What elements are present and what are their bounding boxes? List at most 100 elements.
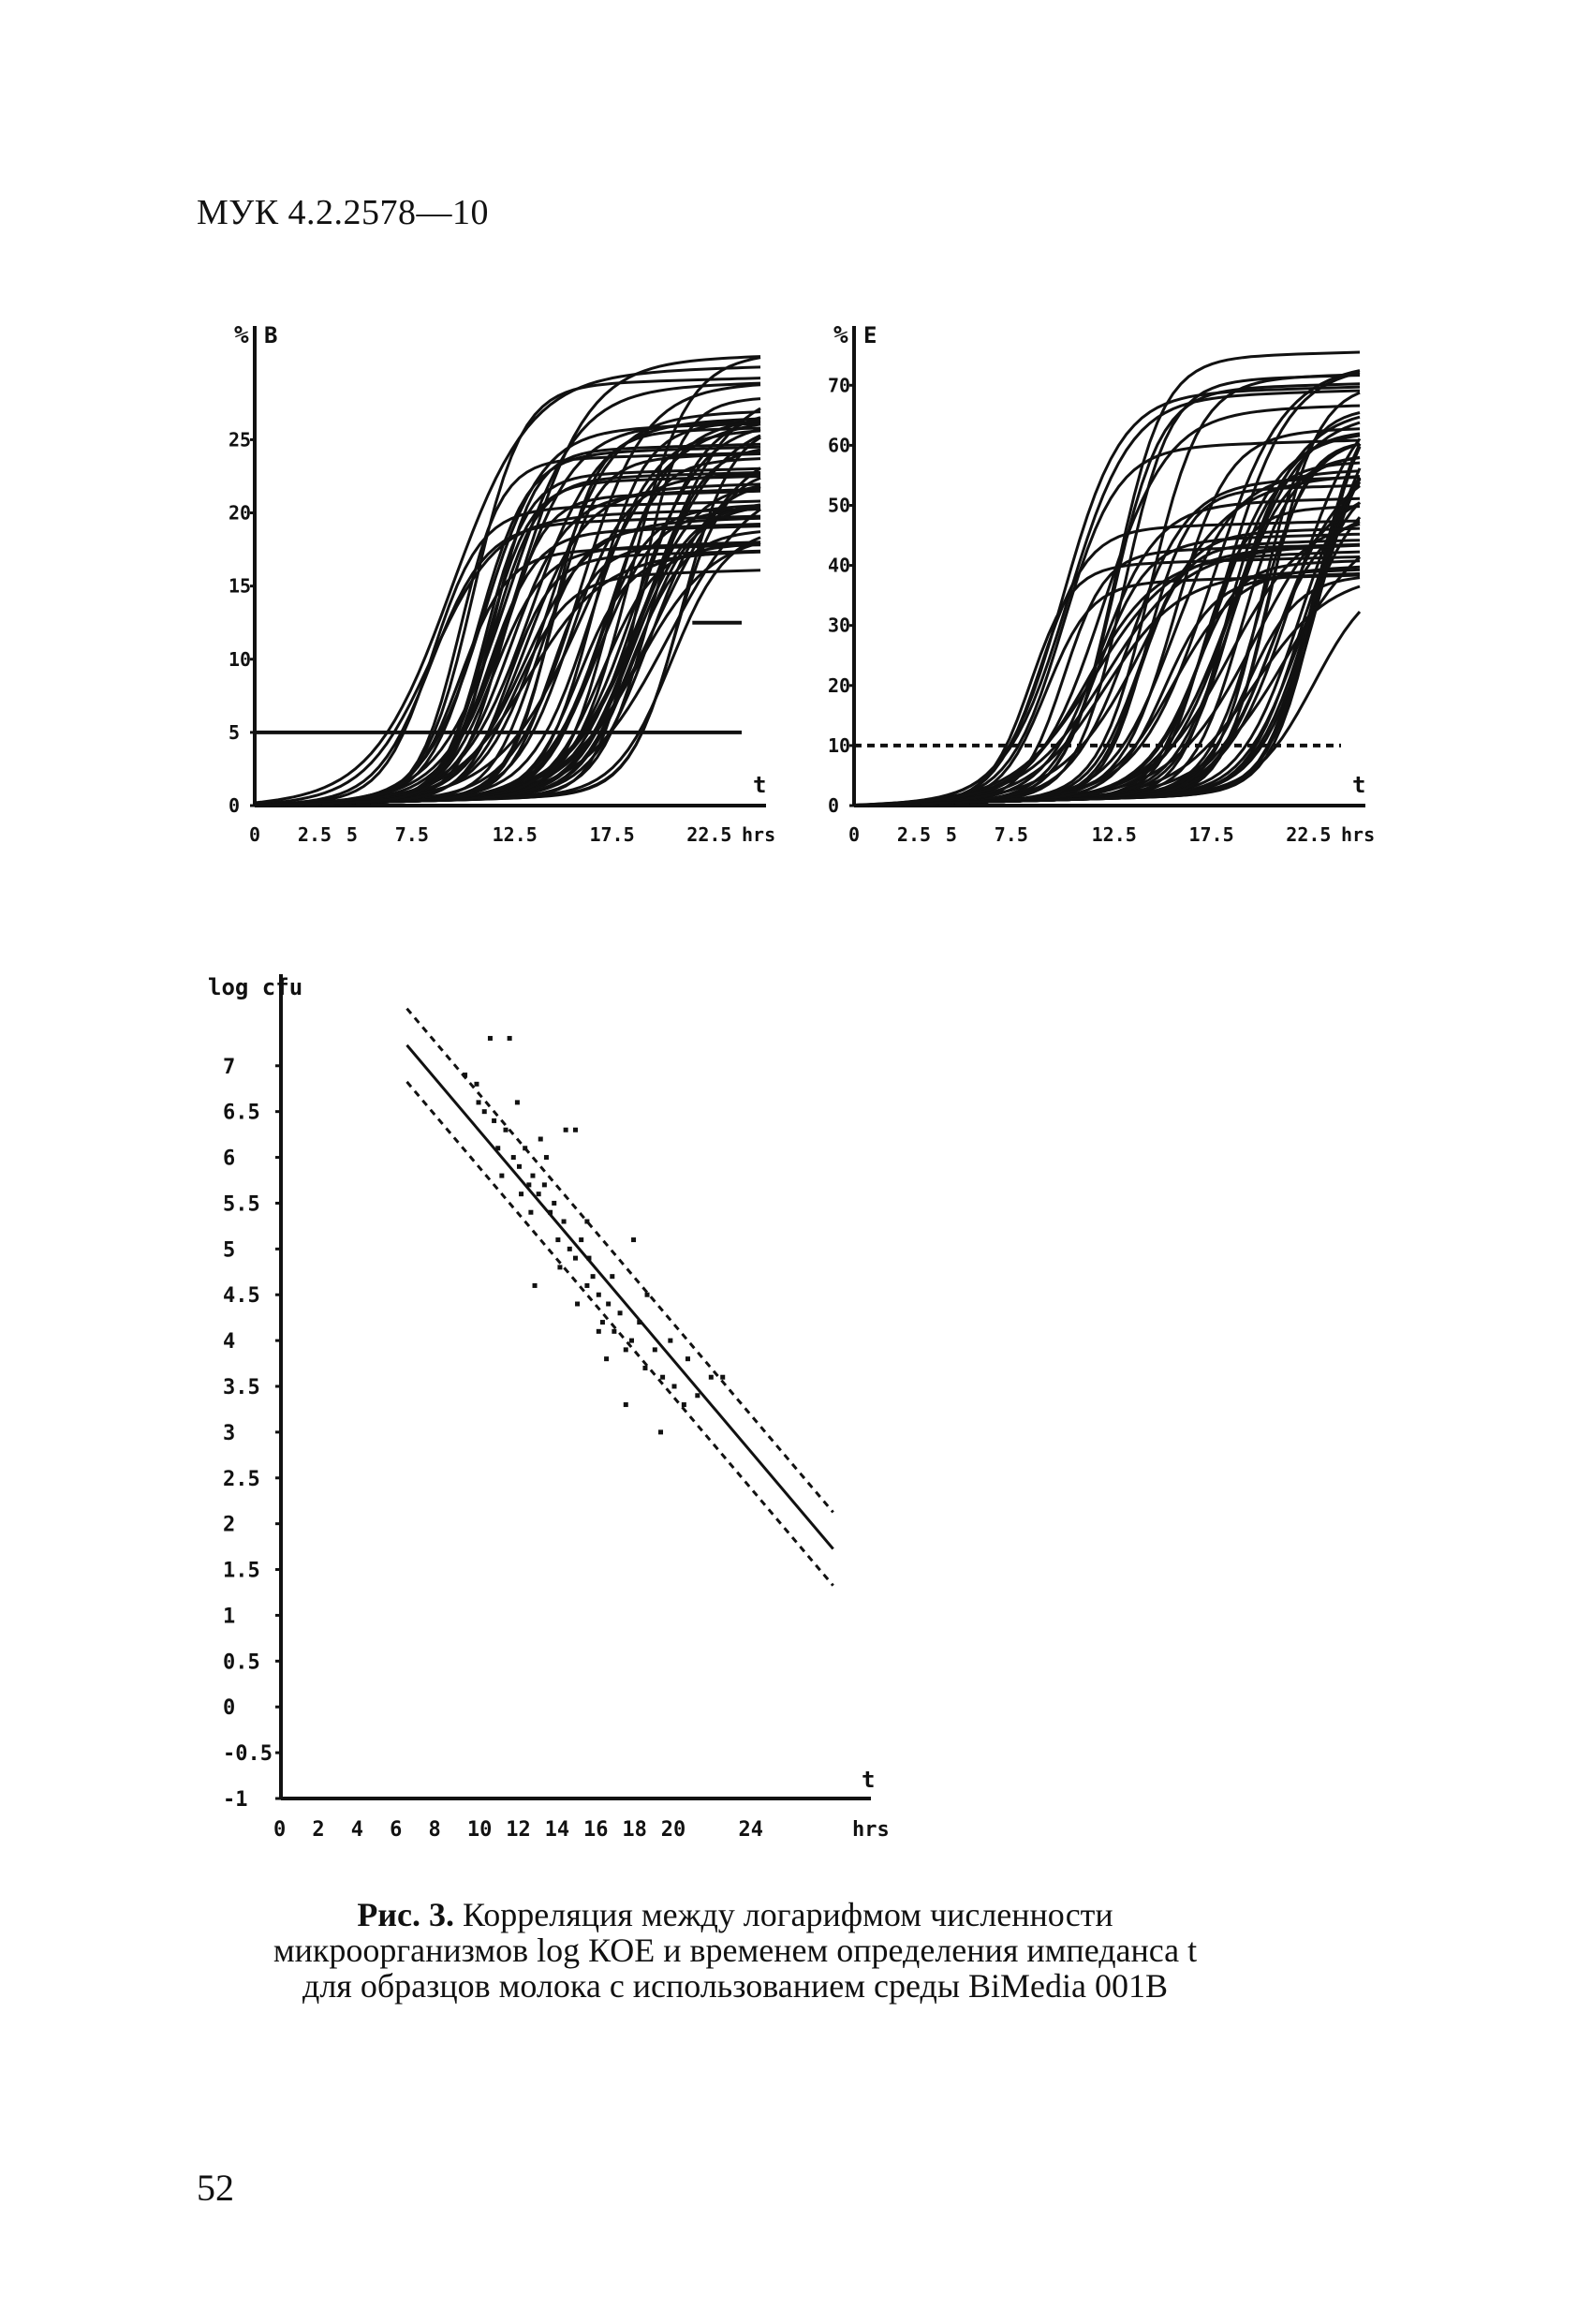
x-tick-label: 5: [946, 823, 957, 846]
scatter-point: [660, 1374, 666, 1380]
scatter-point: [495, 1146, 501, 1151]
x-tick-label: 12: [506, 1818, 531, 1842]
x-tick-label: 17.5: [589, 823, 634, 846]
scatter-point: [612, 1328, 617, 1334]
x-tick-label: 17.5: [1188, 823, 1233, 846]
y-axis-unit-label: %: [833, 321, 848, 349]
scatter-point: [599, 1320, 605, 1325]
x-tick-label: 7.5: [995, 823, 1028, 846]
scatter-point: [604, 1356, 610, 1362]
scatter-point: [628, 1338, 634, 1343]
x-tick-label: 0: [273, 1818, 286, 1842]
scatter-point: [487, 1035, 493, 1041]
scatter-point: [631, 1237, 637, 1243]
y-tick-label: 0: [828, 794, 839, 817]
scatter-point: [695, 1393, 700, 1399]
scatter-point: [536, 1192, 541, 1197]
scatter-point: [519, 1192, 524, 1197]
y-tick-label: 2: [223, 1514, 235, 1537]
scatter-point: [652, 1347, 657, 1353]
scatter-point: [499, 1173, 505, 1178]
scatter-point: [492, 1118, 497, 1123]
figure-caption: Рис. 3. Корреляция между логарифмом числ…: [187, 1897, 1283, 2004]
scatter-point: [541, 1182, 547, 1188]
x-tick-label: 2.5: [298, 823, 332, 846]
x-axis-unit-label: hrs: [742, 823, 775, 846]
scatter-point: [720, 1374, 726, 1380]
growth-curve: [853, 389, 1361, 807]
caption-line-1: Рис. 3. Корреляция между логарифмом числ…: [187, 1897, 1283, 1932]
y-tick-label: 1: [223, 1605, 235, 1628]
chart-panel-e: % Et hrs 0 2.5 5 7.5 12.5 17.5 22.5 0 10 20 30 40 50 60 7…: [828, 321, 1375, 846]
caption-line-3: для образцов молока с использованием сре…: [302, 1967, 1168, 2005]
scatter-point: [530, 1173, 536, 1178]
x-tick-label: 4: [351, 1818, 363, 1842]
x-axis-unit-label: hrs: [852, 1818, 890, 1842]
x-tick-label: 10: [467, 1818, 493, 1842]
scatter-point: [685, 1356, 690, 1362]
scatter-point: [516, 1163, 522, 1169]
y-tick-label: 5: [228, 721, 240, 744]
y-axis-label: log cfu: [208, 974, 302, 1000]
growth-curve: [254, 499, 761, 807]
scatter-point: [575, 1301, 581, 1307]
scatter-point: [668, 1338, 673, 1343]
scatter-point: [510, 1155, 516, 1161]
scatter-point: [572, 1255, 578, 1261]
growth-curve: [254, 365, 761, 805]
scatter-point: [555, 1237, 561, 1243]
x-tick-label: 24: [739, 1818, 764, 1842]
scatter-point: [474, 1081, 479, 1087]
panel-label: E: [863, 322, 877, 348]
caption-text-1: Корреляция между логарифмом численности: [463, 1896, 1113, 1933]
scatter-point: [586, 1255, 592, 1261]
x-axis-unit-label: hrs: [1341, 823, 1375, 846]
y-tick-label: 3: [223, 1422, 235, 1445]
x-axis-symbol: t: [862, 1767, 875, 1793]
y-tick-label: 5.5: [223, 1192, 260, 1216]
confidence-band-line: [405, 1007, 834, 1514]
scatter-point: [503, 1127, 509, 1132]
scatter-point: [561, 1219, 567, 1224]
scatter-point: [584, 1282, 590, 1288]
scatter-point: [610, 1274, 615, 1280]
scatter-point: [617, 1310, 623, 1316]
y-tick-label: 4.5: [223, 1284, 260, 1308]
scatter-point: [642, 1365, 648, 1370]
scatter-point: [572, 1127, 578, 1132]
y-tick-label: 2.5: [223, 1468, 260, 1491]
y-tick-label: 7: [223, 1056, 235, 1079]
scatter-point: [543, 1155, 549, 1161]
y-tick-label: 40: [828, 555, 850, 577]
scatter-point: [476, 1100, 481, 1105]
scatter-point: [644, 1292, 650, 1297]
x-tick-label: 7.5: [395, 823, 429, 846]
y-tick-label: 25: [228, 428, 251, 451]
scatter-point: [708, 1374, 714, 1380]
scatter-point: [557, 1265, 563, 1270]
y-tick-label: 15: [228, 575, 251, 598]
chart-panel-b: % Bt hrs 0 2.5 5 7.5 12.5 17.5 22.5 0 5 10 15 20 25: [228, 321, 775, 846]
x-tick-label: 22.5: [686, 823, 731, 846]
caption-line-2: микроорганизмов log КОЕ и временем опред…: [273, 1932, 1198, 1969]
scatter-point: [623, 1347, 628, 1353]
scatter-point: [463, 1073, 468, 1078]
y-tick-label: 20: [828, 674, 850, 697]
x-tick-label: 8: [429, 1818, 441, 1842]
x-tick-label: 5: [346, 823, 358, 846]
scatter-point: [526, 1182, 532, 1188]
scatter-point: [596, 1328, 601, 1334]
growth-curve: [853, 373, 1361, 807]
x-tick-label: 16: [583, 1818, 609, 1842]
growth-curve: [254, 355, 761, 807]
y-tick-label: 0: [223, 1696, 235, 1720]
scatter-point: [528, 1209, 534, 1215]
scatter-point: [681, 1402, 686, 1408]
confidence-band-line: [405, 1080, 834, 1587]
scatter-point: [623, 1402, 628, 1408]
chart-e-plot-area: % Et hrs 0 2.5 5 7.5 12.5 17.5 22.5 0 10 20 30 40 50 60 7…: [828, 321, 1375, 846]
y-tick-label: -1: [223, 1788, 248, 1812]
x-tick-label: 12.5: [1092, 823, 1137, 846]
y-tick-label: 70: [828, 374, 850, 396]
x-tick-label: 22.5: [1286, 823, 1331, 846]
